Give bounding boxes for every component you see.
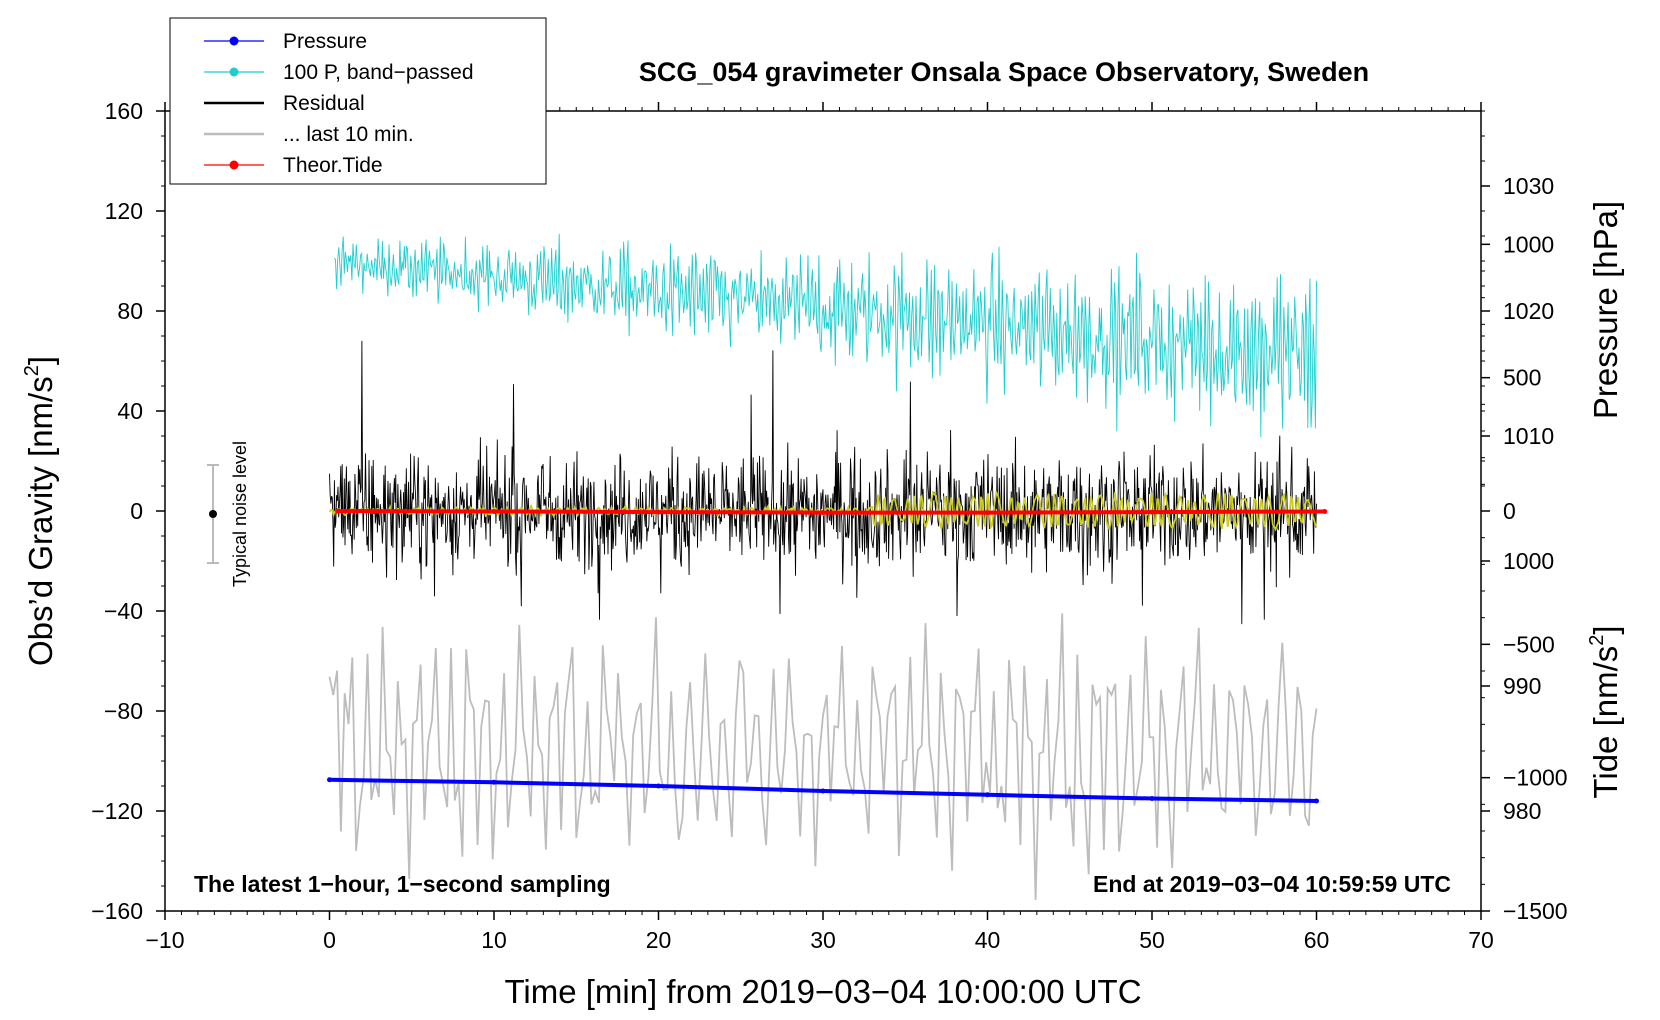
tide-axis-title-end: ] — [1587, 625, 1624, 634]
noise-bar-center-dot — [209, 510, 217, 518]
x-tick-label: −10 — [145, 927, 184, 953]
y-tick-label: −120 — [91, 798, 143, 824]
tide-point — [335, 508, 341, 514]
tide-point — [820, 510, 826, 516]
pressure-tick-label: 1030 — [1503, 173, 1554, 199]
x-tick-label: 20 — [646, 927, 672, 953]
data-traces — [327, 233, 1328, 900]
pressure-tick-label: 1020 — [1503, 298, 1554, 324]
y-axis-title-end: ] — [22, 356, 59, 365]
legend: Pressure 100 P, band−passed Residual ... la… — [169, 17, 547, 185]
pressure-point — [491, 779, 497, 785]
pressure-point — [820, 788, 826, 794]
x-tick-label: 30 — [810, 927, 836, 953]
y-tick-label: −160 — [91, 898, 143, 924]
y-tick-label: 0 — [130, 498, 143, 524]
tide-axis-title-superscript: 2 — [1586, 635, 1608, 646]
pressure-point — [1149, 796, 1155, 801]
y-axis-ticks: 160 120 80 40 0 −40 −80 −120 −160 — [91, 98, 165, 924]
tide-axis-ticks: 1000 500 0 −500 −1000 −1500 — [1481, 231, 1568, 924]
legend-label: 100 P, band−passed — [283, 61, 474, 84]
legend-box — [169, 17, 547, 185]
tide-point — [491, 509, 497, 515]
tide-point — [1149, 509, 1155, 515]
tide-tick-label: 0 — [1503, 498, 1516, 524]
tide-point — [656, 509, 661, 515]
pressure-axis-ticks: 1030 1020 1010 1000 990 980 — [1481, 110, 1554, 824]
x-axis-ticks: −10 0 10 20 30 40 50 60 70 — [145, 102, 1494, 953]
tide-tick-label: −500 — [1503, 631, 1555, 657]
legend-label: Residual — [283, 92, 365, 115]
legend-label: Theor.Tide — [283, 154, 383, 177]
y-tick-label: 160 — [105, 98, 143, 124]
x-tick-label: 40 — [975, 927, 1001, 953]
x-tick-label: 60 — [1304, 927, 1330, 953]
band-passed-pressure-line — [334, 233, 1317, 438]
x-tick-label: 70 — [1468, 927, 1494, 953]
tide-tick-label: 1000 — [1503, 231, 1554, 257]
pressure-point — [656, 783, 661, 789]
end-time-annotation: End at 2019−03−04 10:59:59 UTC — [1093, 871, 1451, 897]
legend-marker — [229, 67, 239, 77]
x-axis-title: Time [min] from 2019−03−04 10:00:00 UTC — [504, 973, 1141, 1010]
y-tick-label: −80 — [104, 698, 143, 724]
x-tick-label: 10 — [481, 927, 507, 953]
y-tick-label: −40 — [104, 598, 143, 624]
legend-marker — [229, 160, 239, 170]
legend-label: ... last 10 min. — [283, 123, 414, 146]
pressure-point — [1314, 798, 1319, 804]
x-tick-label: 0 — [323, 927, 336, 953]
y-axis-title-superscript: 2 — [21, 365, 43, 376]
pressure-tick-label: 980 — [1503, 798, 1541, 824]
tide-point — [1322, 509, 1328, 515]
noise-level-indicator: Typical noise level — [207, 441, 250, 587]
tide-tick-label: −1000 — [1503, 765, 1568, 791]
tide-axis-title-main: Tide [nm/s — [1587, 646, 1624, 799]
pressure-tick-label: 1000 — [1503, 548, 1554, 574]
residual-line — [329, 340, 1317, 625]
pressure-axis-title: Pressure [hPa] — [1587, 201, 1624, 419]
y-axis-title-main: Obs’d Gravity [nm/s — [22, 376, 59, 666]
noise-level-label: Typical noise level — [230, 441, 250, 587]
last-10-min-line — [328, 613, 1318, 900]
legend-marker — [229, 36, 239, 46]
y-tick-label: 80 — [117, 298, 143, 324]
y-tick-label: 120 — [105, 198, 143, 224]
tide-axis-title: Tide [nm/s2] — [1586, 625, 1624, 798]
pressure-tick-label: 1010 — [1503, 423, 1554, 449]
tide-tick-label: 500 — [1503, 365, 1541, 391]
pressure-point — [985, 792, 990, 798]
theoretical-tide-line — [337, 509, 1325, 515]
tide-point — [985, 510, 990, 516]
legend-label: Pressure — [283, 30, 367, 53]
sampling-annotation: The latest 1−hour, 1−second sampling — [194, 871, 611, 897]
tide-tick-label: −1500 — [1503, 898, 1568, 924]
pressure-tick-label: 990 — [1503, 673, 1541, 699]
chart-title: SCG_054 gravimeter Onsala Space Observat… — [639, 57, 1369, 87]
x-tick-label: 50 — [1139, 927, 1165, 953]
pressure-point — [327, 777, 332, 783]
y-tick-label: 40 — [117, 398, 143, 424]
y-axis-title: Obs’d Gravity [nm/s2] — [21, 356, 59, 666]
